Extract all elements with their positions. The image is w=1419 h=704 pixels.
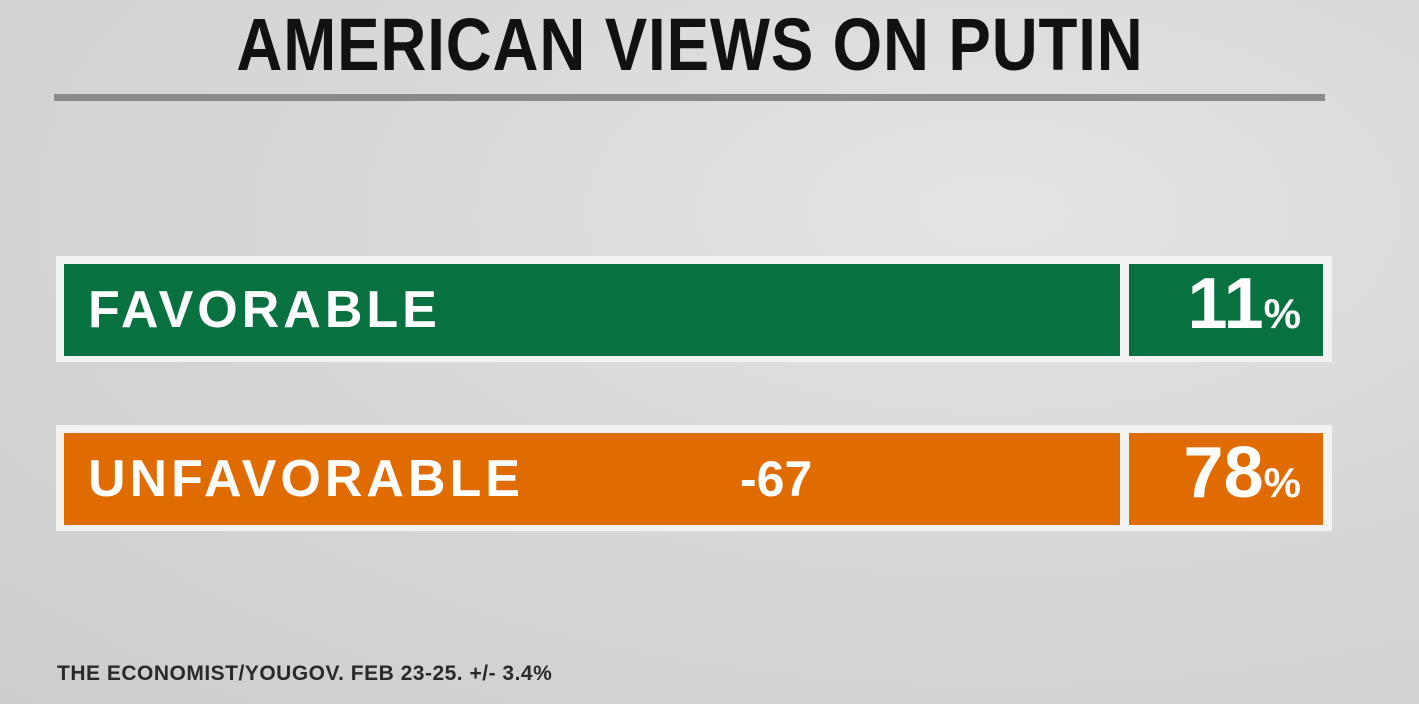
bar: UNFAVORABLE -67 [64, 433, 1120, 525]
value-unit: % [1263, 290, 1301, 337]
difference: -67 [740, 451, 813, 507]
value-box: 78% [1129, 433, 1323, 525]
value-number: 78 [1183, 433, 1264, 513]
value: 78% [1184, 427, 1301, 529]
value: 11% [1188, 258, 1301, 360]
source: THE ECONOMIST/YOUGOV. FEB 23-25. +/- 3.4… [57, 662, 553, 685]
title: AMERICAN VIEWS ON PUTIN [236, 3, 1144, 86]
title-rule [54, 94, 1325, 101]
row-label: FAVORABLE [88, 281, 441, 339]
row: UNFAVORABLE -67 78% [56, 425, 1332, 531]
value-box: 11% [1129, 264, 1323, 356]
value-unit: % [1263, 459, 1301, 506]
row-label: UNFAVORABLE [88, 450, 524, 508]
bar: FAVORABLE [64, 264, 1120, 356]
value-number: 11 [1187, 264, 1264, 344]
row: FAVORABLE 11% [56, 256, 1332, 362]
